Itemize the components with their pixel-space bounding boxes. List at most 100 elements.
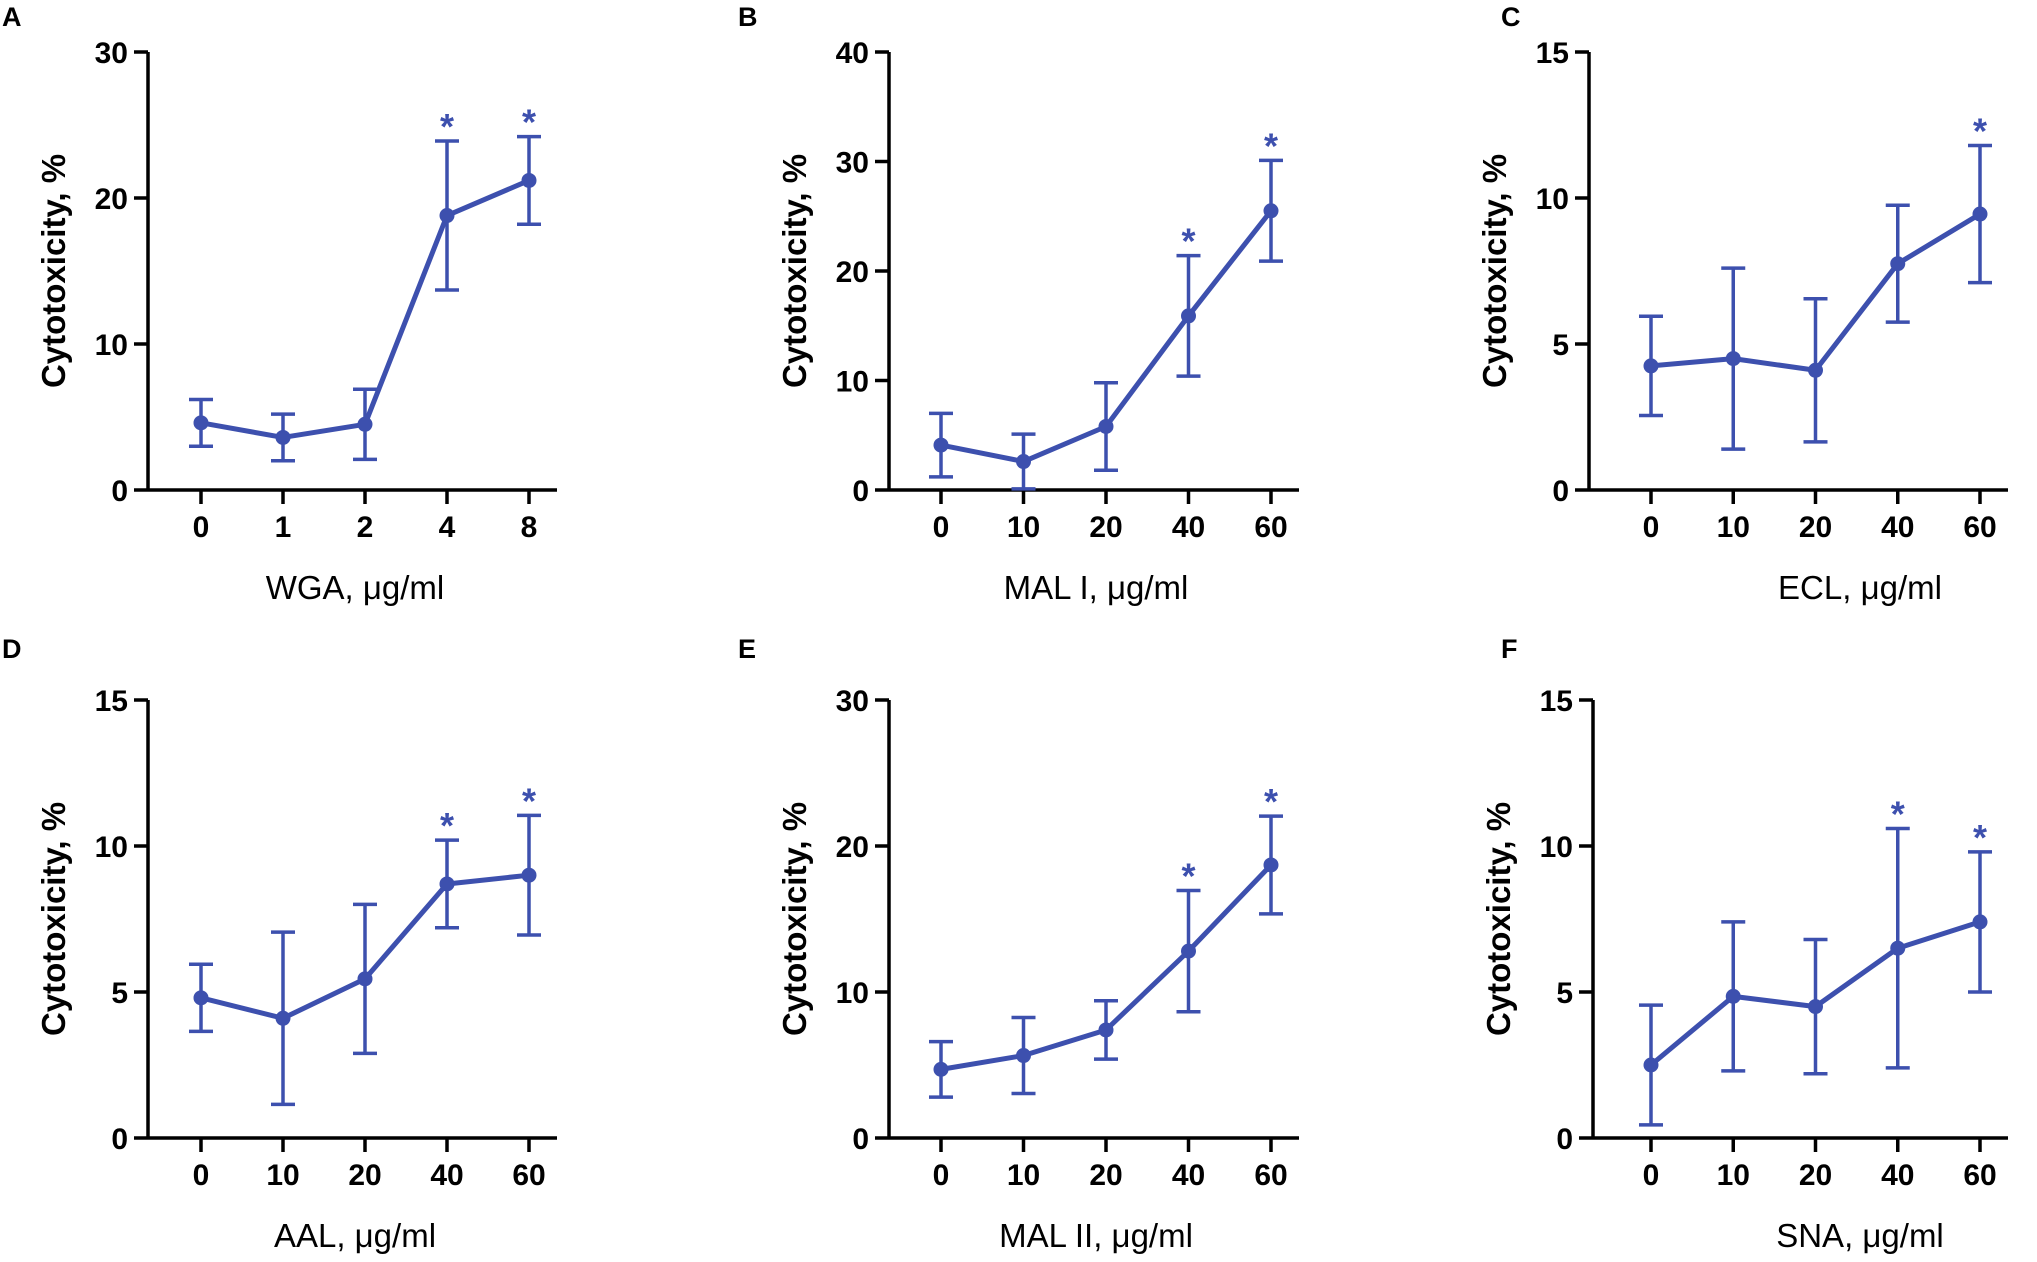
- x-tick-label: 40: [1881, 511, 1914, 544]
- x-axis-title: WGA, μg/ml: [266, 569, 445, 606]
- significance-marker: *: [1891, 793, 1905, 834]
- x-tick-label: 10: [266, 1159, 299, 1192]
- panel-letter: F: [1501, 634, 1518, 664]
- x-axis-title: MAL I, μg/ml: [1004, 569, 1189, 606]
- panel-b: B 0 10 20 30 40 0 10 20 40 60 MAL I, μg/ml Cytotoxic…: [738, 2, 1299, 606]
- data-point: [521, 867, 537, 883]
- x-tick-label: 0: [933, 511, 950, 544]
- x-tick-label: 20: [1089, 1159, 1122, 1192]
- data-point: [933, 437, 949, 453]
- y-tick-label: 30: [95, 37, 128, 70]
- y-tick-label: 10: [95, 329, 128, 362]
- data-point: [1972, 914, 1988, 930]
- data-point: [1725, 351, 1741, 367]
- y-tick-label: 5: [1556, 977, 1573, 1010]
- y-tick-label: 30: [836, 147, 869, 180]
- data-point: [1643, 358, 1659, 374]
- x-tick-label: 20: [1799, 1159, 1832, 1192]
- y-axis-title: Cytotoxicity, %: [1476, 154, 1513, 388]
- x-tick-label: 20: [1089, 511, 1122, 544]
- data-point: [1016, 1048, 1031, 1064]
- significance-marker: *: [1181, 221, 1195, 262]
- y-tick-label: 0: [852, 1123, 869, 1156]
- x-tick-label: 60: [512, 1159, 545, 1192]
- y-tick-label: 0: [1552, 475, 1569, 508]
- y-tick-label: 30: [836, 685, 869, 718]
- y-tick-label: 5: [111, 977, 128, 1010]
- x-tick-label: 40: [430, 1159, 463, 1192]
- x-tick-label: 4: [439, 511, 456, 544]
- data-point: [1972, 206, 1988, 222]
- data-point: [357, 416, 373, 432]
- y-axis-title: Cytotoxicity, %: [1480, 802, 1517, 1036]
- data-point: [1808, 999, 1823, 1015]
- y-tick-label: 20: [836, 831, 869, 864]
- x-tick-label: 60: [1254, 1159, 1287, 1192]
- significance-marker: *: [522, 780, 536, 821]
- significance-marker: *: [440, 106, 454, 147]
- significance-marker: *: [522, 102, 536, 143]
- y-tick-label: 10: [95, 831, 128, 864]
- x-tick-label: 0: [933, 1159, 950, 1192]
- data-point: [933, 1061, 949, 1077]
- y-tick-label: 40: [836, 37, 869, 70]
- x-tick-label: 0: [193, 1159, 210, 1192]
- panel-letter: A: [2, 2, 22, 32]
- y-tick-label: 15: [1536, 37, 1569, 70]
- x-tick-label: 10: [1717, 511, 1750, 544]
- y-axis-title: Cytotoxicity, %: [35, 802, 72, 1036]
- x-tick-label: 10: [1717, 1159, 1750, 1192]
- x-tick-label: 60: [1963, 511, 1996, 544]
- data-point: [1725, 988, 1741, 1004]
- data-point: [1890, 940, 1906, 956]
- x-tick-label: 20: [348, 1159, 381, 1192]
- x-tick-label: 60: [1963, 1159, 1996, 1192]
- panel-letter: B: [738, 2, 758, 32]
- panel-a: A 0 10 20 30 0 1 2 4 8 WGA, μg/ml Cytotoxicity, % * *: [2, 2, 557, 606]
- significance-marker: *: [1973, 817, 1987, 858]
- x-tick-label: 40: [1172, 511, 1205, 544]
- x-tick-label: 0: [193, 511, 210, 544]
- panel-c: C 0 5 10 15 0 10 20 40 60 ECL, μg/ml Cytotoxicity, …: [1476, 2, 2008, 606]
- y-tick-label: 0: [852, 475, 869, 508]
- y-tick-label: 10: [1540, 831, 1573, 864]
- x-tick-label: 10: [1007, 511, 1040, 544]
- significance-marker: *: [1264, 125, 1278, 166]
- y-axis-title: Cytotoxicity, %: [35, 154, 72, 388]
- x-tick-label: 1: [275, 511, 292, 544]
- y-tick-label: 15: [95, 685, 128, 718]
- y-tick-label: 10: [836, 977, 869, 1010]
- x-axis-title: SNA, μg/ml: [1776, 1217, 1944, 1254]
- data-point: [1181, 943, 1196, 959]
- data-point: [1808, 362, 1823, 378]
- y-tick-label: 10: [1536, 183, 1569, 216]
- data-point: [1263, 203, 1279, 219]
- y-tick-label: 0: [1556, 1123, 1573, 1156]
- y-tick-label: 15: [1540, 685, 1573, 718]
- data-point: [439, 876, 455, 892]
- data-point: [1890, 256, 1906, 272]
- x-axis-title: ECL, μg/ml: [1778, 569, 1942, 606]
- x-tick-label: 40: [1172, 1159, 1205, 1192]
- x-axis-title: MAL II, μg/ml: [999, 1217, 1193, 1254]
- significance-marker: *: [1181, 856, 1195, 897]
- x-tick-label: 60: [1254, 511, 1287, 544]
- x-tick-label: 8: [521, 511, 538, 544]
- data-point: [1181, 308, 1196, 324]
- data-point: [193, 415, 209, 431]
- x-tick-label: 10: [1007, 1159, 1040, 1192]
- data-point: [1263, 857, 1279, 873]
- panel-f: F 0 5 10 15 0 10 20 40 60 SNA, μg/ml Cytotoxicity, …: [1480, 634, 2008, 1254]
- data-point: [357, 971, 373, 987]
- x-tick-label: 40: [1881, 1159, 1914, 1192]
- y-tick-label: 0: [111, 1123, 128, 1156]
- y-tick-label: 5: [1552, 329, 1569, 362]
- x-tick-label: 20: [1799, 511, 1832, 544]
- panel-letter: E: [738, 634, 756, 664]
- significance-marker: *: [440, 805, 454, 846]
- y-tick-label: 20: [95, 183, 128, 216]
- x-tick-label: 0: [1643, 511, 1660, 544]
- data-point: [1098, 418, 1114, 434]
- y-axis-title: Cytotoxicity, %: [776, 154, 813, 388]
